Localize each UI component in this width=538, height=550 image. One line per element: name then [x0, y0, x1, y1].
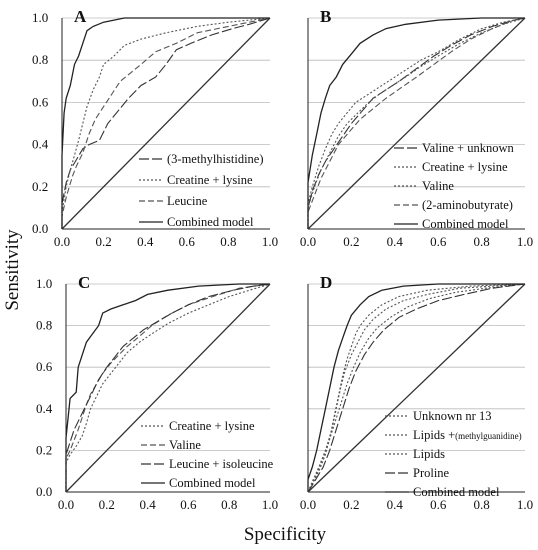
series-line — [307, 17, 526, 229]
x-tick-label: 0.2 — [95, 234, 111, 249]
panel-b: 0.0 0.2 0.4 0.6 0.8 1.0 B Valine + unknown Creat… — [300, 7, 533, 249]
series-line — [307, 283, 525, 492]
reference-diagonal — [307, 17, 526, 230]
legend-entry: Leucine + isoleucine — [169, 457, 274, 471]
legend-entry: (3-methylhistidine) — [167, 152, 264, 166]
legend-entry: Valine + unknown — [422, 141, 515, 155]
reference-diagonal — [65, 283, 271, 493]
x-tick-label: 0.0 — [54, 234, 70, 249]
y-tick-label: 0.0 — [36, 484, 52, 499]
y-tick-label: 1.0 — [36, 276, 52, 291]
legend-entry: Lipids — [413, 447, 445, 461]
legend-entry: Proline — [413, 466, 450, 480]
panels: 0.0 0.2 0.4 0.6 0.8 1.0 0.0 0.2 0.4 0.6 0.8 1.0 A (3-… — [32, 7, 533, 512]
series-line — [61, 17, 271, 229]
y-tick-label: 0.8 — [36, 318, 52, 333]
legend-entry: Creatine + lysine — [167, 173, 253, 187]
panel-letter: D — [320, 273, 332, 292]
panel-c: 0.0 0.2 0.4 0.6 0.8 1.0 0.0 0.2 0.4 0.6 0.8 1.0 C Cre… — [36, 273, 278, 512]
y-tick-label: 1.0 — [32, 10, 48, 25]
reference-diagonal — [61, 17, 271, 230]
y-tick-label: 0.6 — [36, 359, 53, 374]
x-tick-label: 0.8 — [220, 234, 236, 249]
legend-entry: Combined model — [167, 215, 254, 229]
legend-entry: Creatine + lysine — [169, 419, 255, 433]
y-axis-title: Sensitivity — [2, 229, 23, 311]
x-tick-label: 0.2 — [99, 497, 115, 512]
x-tick-label: 1.0 — [262, 234, 278, 249]
series-line — [307, 17, 526, 229]
x-tick-label: 0.8 — [473, 497, 489, 512]
y-tick-label: 0.4 — [36, 401, 53, 416]
x-tick-label: 1.0 — [517, 234, 533, 249]
legend-entry: Combined model — [422, 217, 509, 231]
legend-entry: Lipids +(methylguanidine) — [413, 428, 522, 442]
x-tick-label: 0.2 — [343, 497, 359, 512]
series-line — [307, 283, 526, 493]
series-line — [61, 17, 271, 229]
x-tick-label: 0.6 — [179, 234, 196, 249]
x-tick-label: 1.0 — [262, 497, 278, 512]
x-tick-label: 0.4 — [139, 497, 156, 512]
x-tick-label: 0.6 — [180, 497, 197, 512]
series-line — [65, 283, 271, 492]
series-line — [307, 283, 526, 493]
series-line — [307, 17, 525, 229]
legend-entry: Combined model — [413, 485, 500, 499]
panel-d: 0.0 0.2 0.4 0.6 0.8 1.0 D Unknown nr 13 Lipids +… — [300, 273, 533, 512]
series-line — [61, 17, 270, 229]
y-tick-label: 0.2 — [32, 179, 48, 194]
x-tick-label: 0.6 — [430, 234, 447, 249]
series-line — [307, 283, 526, 493]
x-tick-label: 0.4 — [387, 497, 404, 512]
reference-diagonal — [307, 283, 526, 493]
series-line — [65, 283, 271, 492]
panel-letter: C — [78, 273, 90, 292]
x-tick-label: 0.0 — [300, 234, 316, 249]
y-tick-label: 0.4 — [32, 137, 49, 152]
x-tick-label: 0.6 — [430, 497, 447, 512]
y-tick-label: 0.0 — [32, 221, 48, 236]
series-line — [65, 283, 270, 492]
y-tick-label: 0.2 — [36, 442, 52, 457]
x-axis-title: Specificity — [244, 524, 327, 545]
x-tick-label: 0.8 — [473, 234, 489, 249]
x-tick-label: 0.4 — [137, 234, 154, 249]
x-tick-label: 0.4 — [387, 234, 404, 249]
series-line — [307, 283, 526, 493]
legend-entry: Unknown nr 13 — [413, 409, 491, 423]
legend-entry: (2-aminobutyrate) — [422, 198, 513, 212]
x-tick-label: 0.0 — [58, 497, 74, 512]
x-tick-label: 0.8 — [221, 497, 237, 512]
panel-letter: A — [74, 7, 87, 26]
legend-entry: Combined model — [169, 476, 256, 490]
series-line — [65, 283, 271, 492]
legend-entry: Creatine + lysine — [422, 160, 508, 174]
x-tick-label: 1.0 — [517, 497, 533, 512]
x-tick-label: 0.2 — [343, 234, 359, 249]
panel-a: 0.0 0.2 0.4 0.6 0.8 1.0 0.0 0.2 0.4 0.6 0.8 1.0 A (3-… — [32, 7, 278, 249]
y-tick-label: 0.6 — [32, 94, 49, 109]
panel-letter: B — [320, 7, 331, 26]
series-line — [307, 17, 526, 229]
legend-entry: Valine — [422, 179, 454, 193]
legend-entry: Leucine — [167, 194, 208, 208]
y-tick-label: 0.8 — [32, 52, 48, 67]
x-tick-label: 0.0 — [300, 497, 316, 512]
series-line — [61, 17, 271, 229]
legend-entry: Valine — [169, 438, 201, 452]
